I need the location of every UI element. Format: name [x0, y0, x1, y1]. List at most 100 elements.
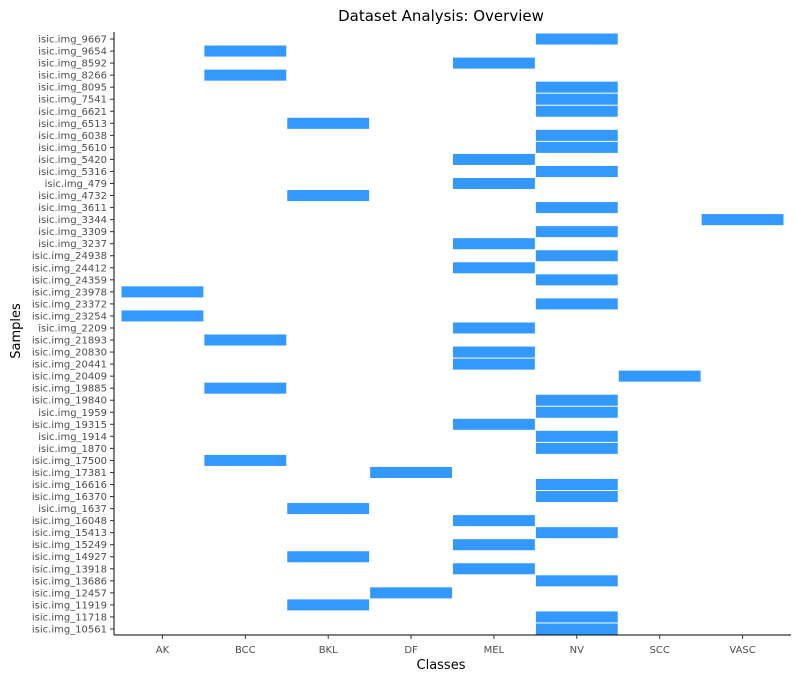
x-tick-label: VASC — [729, 645, 755, 656]
heatmap-cell — [204, 382, 287, 394]
heatmap-cell — [535, 394, 618, 406]
y-tick-label: isic.img_4732 — [38, 191, 107, 202]
y-tick-label: isic.img_12457 — [32, 588, 107, 599]
y-tick-label: isic.img_8266 — [38, 71, 107, 82]
heatmap-cell — [535, 611, 618, 623]
x-tick-label: BCC — [235, 645, 256, 656]
heatmap-cell — [204, 454, 287, 466]
heatmap-cell — [535, 81, 618, 93]
y-tick-label: isic.img_6621 — [38, 107, 107, 118]
y-tick-label: isic.img_3237 — [38, 239, 107, 250]
x-tick-label: AK — [156, 645, 170, 656]
heatmap-cell — [453, 238, 535, 250]
heatmap-cell — [453, 262, 535, 274]
y-tick-label: isic.img_16616 — [32, 480, 107, 491]
heatmap-cell — [121, 310, 204, 322]
heatmap-cell — [535, 93, 618, 105]
y-tick-label: isic.img_19885 — [32, 384, 107, 395]
heatmap-cell — [370, 466, 452, 478]
heatmap-cell — [287, 599, 370, 611]
y-tick-label: isic.img_7541 — [38, 95, 107, 106]
y-tick-label: isic.img_20409 — [32, 372, 107, 383]
heatmap-cell — [535, 274, 618, 286]
heatmap-cell — [535, 430, 618, 442]
y-tick-label: isic.img_16370 — [32, 492, 107, 503]
heatmap-cell — [535, 141, 618, 153]
x-axis-title: Classes — [417, 658, 466, 673]
y-tick-label: isic.img_5316 — [38, 167, 107, 178]
y-tick-label: isic.img_24938 — [32, 251, 107, 262]
y-tick-label: isic.img_5420 — [38, 155, 107, 166]
heatmap-cell — [370, 587, 452, 599]
y-tick-label: isic.img_13918 — [32, 564, 107, 575]
heatmap-cell — [535, 105, 618, 117]
y-tick-label: isic.img_3344 — [38, 215, 107, 226]
y-tick-label: isic.img_10561 — [32, 624, 107, 635]
y-tick-label: isic.img_8592 — [38, 59, 107, 70]
y-tick-label: isic.img_8095 — [38, 83, 107, 94]
heatmap-cell — [535, 527, 618, 539]
heatmap-cell — [535, 202, 618, 214]
y-tick-labels: isic.img_9667isic.img_9654isic.img_8592i… — [32, 35, 114, 635]
heatmap-cell — [535, 33, 618, 45]
heatmap-cell — [453, 322, 535, 334]
y-tick-label: isic.img_23372 — [32, 299, 107, 310]
y-tick-label: isic.img_3611 — [38, 203, 107, 214]
heatmap-cell — [535, 478, 618, 491]
heatmap-cell — [204, 45, 287, 57]
heatmap-cell — [535, 406, 618, 418]
x-tick-label: DF — [404, 645, 418, 656]
y-tick-label: isic.img_17381 — [32, 468, 107, 479]
heatmap-cell — [204, 334, 287, 346]
y-tick-label: isic.img_23254 — [32, 311, 107, 322]
y-tick-label: isic.img_24412 — [32, 263, 107, 274]
heatmap-cell — [121, 286, 204, 298]
heatmap-cell — [453, 539, 535, 551]
y-axis-title: Samples — [9, 303, 24, 359]
y-tick-label: isic.img_5610 — [38, 143, 107, 154]
y-tick-label: isic.img_13686 — [32, 576, 107, 587]
x-tick-labels: AK BCC BKL DF MEL NV SCC VASC — [156, 635, 756, 656]
y-tick-label: isic.img_15249 — [32, 540, 107, 551]
y-tick-label: isic.img_1914 — [38, 432, 107, 443]
cells-layer — [121, 33, 784, 635]
heatmap-cell — [453, 563, 535, 575]
heatmap-cell — [287, 551, 370, 563]
heatmap-cell — [535, 165, 618, 177]
y-tick-label: isic.img_19840 — [32, 396, 107, 407]
y-tick-label: isic.img_6038 — [38, 131, 107, 142]
heatmap-cell — [535, 298, 618, 310]
heatmap-cell — [453, 346, 535, 358]
y-tick-label: isic.img_23978 — [32, 287, 107, 298]
y-tick-label: isic.img_21893 — [32, 336, 107, 347]
y-tick-label: isic.img_9667 — [38, 35, 107, 46]
y-tick-label: isic.img_1637 — [38, 504, 107, 515]
y-tick-label: isic.img_1870 — [38, 444, 107, 455]
heatmap-cell — [535, 250, 618, 262]
y-tick-label: isic.img_20830 — [32, 348, 107, 359]
chart-title: Dataset Analysis: Overview — [338, 7, 544, 25]
x-tick-label: BKL — [319, 645, 338, 656]
y-tick-label: isic.img_15413 — [32, 528, 107, 539]
heatmap-cell — [453, 418, 535, 430]
heatmap-cell — [453, 57, 535, 69]
y-tick-label: isic.img_6513 — [38, 119, 107, 130]
y-tick-label: isic.img_20441 — [32, 360, 107, 371]
heatmap-cell — [453, 177, 535, 190]
heatmap-cell — [535, 575, 618, 587]
heatmap-cell — [453, 153, 535, 165]
y-tick-label: isic.img_17500 — [32, 456, 107, 467]
y-tick-label: isic.img_11718 — [32, 612, 107, 623]
heatmap-cell — [535, 226, 618, 238]
heatmap-cell — [287, 117, 370, 129]
y-tick-label: isic.img_479 — [45, 179, 107, 190]
x-tick-label: NV — [570, 645, 584, 656]
y-tick-label: isic.img_2209 — [38, 323, 107, 334]
axes-layer — [113, 32, 791, 636]
x-tick-label: SCC — [650, 645, 670, 656]
heatmap-cell — [204, 69, 287, 81]
heatmap-cell — [701, 214, 784, 226]
heatmap-cell — [535, 491, 618, 503]
